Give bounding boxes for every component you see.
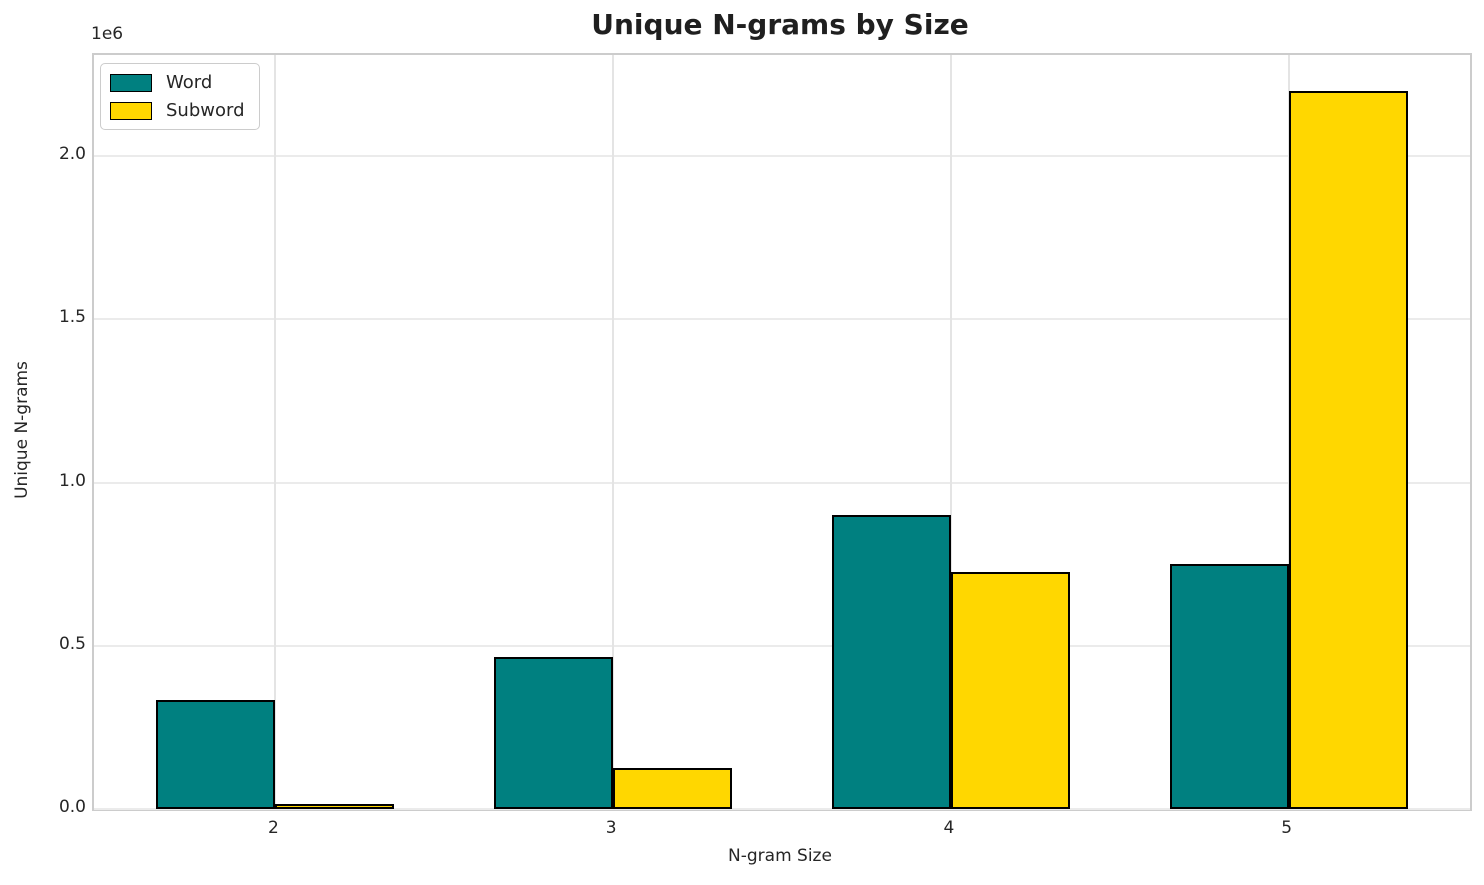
legend-swatch-word xyxy=(110,73,152,92)
gridline-vertical xyxy=(274,55,277,809)
plot-area xyxy=(92,53,1472,811)
bar-word-5 xyxy=(1169,564,1289,809)
bar-word-2 xyxy=(156,699,276,809)
legend-label-subword: Subword xyxy=(166,100,245,121)
gridline-vertical xyxy=(949,55,952,809)
bar-subword-2 xyxy=(275,804,395,809)
y-tick-label: 1.0 xyxy=(58,470,86,491)
bar-subword-4 xyxy=(950,571,1070,809)
bar-word-4 xyxy=(831,515,951,809)
legend-item-word: Word xyxy=(110,72,245,93)
bar-subword-3 xyxy=(613,768,732,809)
bar-word-3 xyxy=(494,657,614,809)
gridline-horizontal xyxy=(94,155,1470,158)
y-tick-label: 2.0 xyxy=(58,144,86,165)
x-tick-label: 3 xyxy=(605,818,617,838)
legend-swatch-subword xyxy=(110,101,152,120)
y-tick-label: 1.5 xyxy=(58,307,86,328)
y-axis-label: Unique N-grams xyxy=(12,361,32,499)
x-tick-label: 2 xyxy=(267,818,279,838)
bar-subword-5 xyxy=(1288,90,1408,809)
x-tick-label: 4 xyxy=(943,818,955,838)
chart-title: Unique N-grams by Size xyxy=(591,8,969,41)
legend: Word Subword xyxy=(100,63,260,130)
x-axis-label: N-gram Size xyxy=(728,846,832,866)
gridline-vertical xyxy=(612,55,615,809)
legend-item-subword: Subword xyxy=(110,100,245,121)
gridline-horizontal xyxy=(94,318,1470,321)
y-tick-label: 0.5 xyxy=(58,633,86,654)
y-axis-offset-text: 1e6 xyxy=(91,24,124,44)
gridline-horizontal xyxy=(94,481,1470,484)
gridline-horizontal xyxy=(94,808,1470,810)
gridline-horizontal xyxy=(94,644,1470,647)
x-tick-label: 5 xyxy=(1281,818,1293,838)
legend-label-word: Word xyxy=(166,72,213,93)
y-tick-label: 0.0 xyxy=(58,797,86,817)
